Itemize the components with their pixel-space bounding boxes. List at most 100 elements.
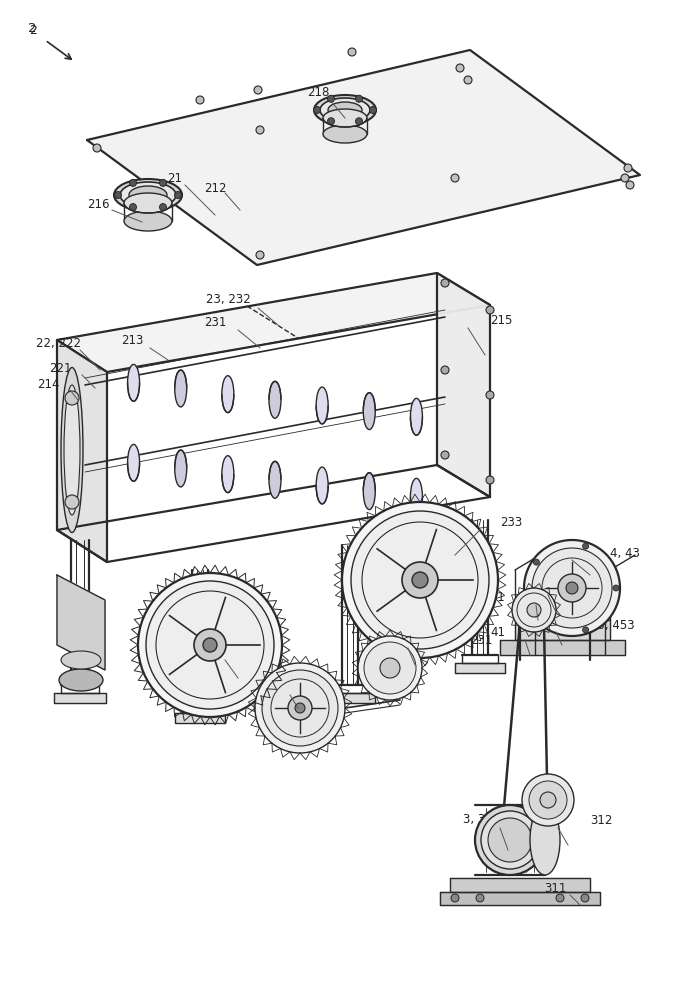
Ellipse shape — [364, 393, 375, 430]
Circle shape — [581, 894, 589, 902]
Circle shape — [256, 251, 264, 259]
Text: 45, 451: 45, 451 — [460, 591, 505, 604]
Ellipse shape — [65, 495, 79, 509]
Text: 231: 231 — [204, 316, 226, 328]
Ellipse shape — [129, 186, 167, 204]
Ellipse shape — [222, 376, 234, 413]
Circle shape — [451, 894, 459, 902]
Circle shape — [626, 181, 634, 189]
Ellipse shape — [364, 473, 375, 510]
Ellipse shape — [316, 387, 328, 424]
Polygon shape — [57, 575, 105, 670]
Polygon shape — [57, 273, 490, 372]
Polygon shape — [440, 892, 600, 905]
Circle shape — [558, 574, 586, 602]
Ellipse shape — [120, 182, 176, 208]
Circle shape — [556, 894, 564, 902]
Text: 215: 215 — [490, 314, 512, 326]
Circle shape — [348, 48, 356, 56]
Ellipse shape — [488, 818, 532, 862]
Circle shape — [355, 95, 362, 102]
Text: 21: 21 — [167, 172, 182, 184]
Circle shape — [621, 174, 629, 182]
Ellipse shape — [64, 385, 80, 515]
Text: 221: 221 — [257, 682, 279, 694]
Ellipse shape — [328, 102, 362, 118]
Polygon shape — [437, 273, 490, 497]
Ellipse shape — [114, 179, 182, 211]
Text: 218: 218 — [307, 87, 329, 100]
Circle shape — [174, 192, 182, 198]
Polygon shape — [57, 340, 107, 562]
Circle shape — [527, 603, 541, 617]
Circle shape — [203, 638, 217, 652]
Ellipse shape — [128, 364, 139, 401]
Ellipse shape — [410, 398, 423, 435]
Circle shape — [486, 306, 494, 314]
Ellipse shape — [124, 193, 172, 213]
Polygon shape — [450, 878, 590, 892]
Circle shape — [194, 629, 226, 661]
Circle shape — [476, 894, 484, 902]
Text: 213: 213 — [121, 334, 143, 348]
Circle shape — [288, 696, 312, 720]
Text: 4, 43: 4, 43 — [610, 546, 640, 560]
Text: 312: 312 — [590, 814, 613, 826]
Ellipse shape — [59, 669, 103, 691]
Text: 221: 221 — [49, 361, 71, 374]
Text: 23, 232: 23, 232 — [206, 294, 250, 306]
Text: 44: 44 — [545, 580, 560, 593]
Ellipse shape — [475, 805, 545, 875]
Circle shape — [464, 76, 472, 84]
Circle shape — [364, 642, 416, 694]
Polygon shape — [500, 640, 625, 655]
Polygon shape — [455, 663, 505, 673]
Ellipse shape — [175, 450, 187, 487]
Text: 223: 223 — [187, 646, 209, 658]
Circle shape — [351, 511, 489, 649]
Ellipse shape — [222, 456, 234, 493]
Text: 212: 212 — [204, 182, 226, 194]
Ellipse shape — [323, 109, 367, 127]
Ellipse shape — [61, 651, 101, 669]
Circle shape — [486, 391, 494, 399]
Circle shape — [532, 548, 612, 628]
Circle shape — [355, 118, 362, 125]
Ellipse shape — [124, 211, 172, 231]
Circle shape — [582, 543, 589, 549]
Circle shape — [512, 588, 556, 632]
Circle shape — [327, 118, 335, 125]
Text: 2: 2 — [27, 21, 36, 34]
Text: 233: 233 — [500, 516, 522, 528]
Circle shape — [486, 476, 494, 484]
Circle shape — [380, 658, 400, 678]
Circle shape — [534, 559, 539, 565]
Ellipse shape — [320, 98, 370, 122]
Text: 22, 222: 22, 222 — [36, 336, 80, 350]
Circle shape — [160, 179, 167, 186]
Circle shape — [624, 164, 632, 172]
Circle shape — [130, 204, 137, 211]
Circle shape — [451, 174, 459, 182]
Circle shape — [256, 126, 264, 134]
Ellipse shape — [175, 370, 187, 407]
Text: 216: 216 — [86, 198, 109, 211]
Circle shape — [524, 540, 620, 636]
Circle shape — [441, 279, 449, 287]
Circle shape — [327, 95, 335, 102]
Ellipse shape — [323, 125, 367, 143]
Circle shape — [160, 204, 167, 211]
Circle shape — [196, 96, 204, 104]
Ellipse shape — [481, 811, 539, 869]
Circle shape — [358, 636, 422, 700]
Circle shape — [255, 663, 345, 753]
Text: 231: 231 — [470, 634, 493, 647]
Circle shape — [566, 582, 578, 594]
Polygon shape — [54, 693, 106, 703]
Text: 311: 311 — [544, 882, 566, 894]
Circle shape — [534, 611, 539, 617]
Circle shape — [529, 781, 567, 819]
Ellipse shape — [65, 391, 79, 405]
Ellipse shape — [269, 461, 281, 498]
Ellipse shape — [410, 478, 423, 515]
